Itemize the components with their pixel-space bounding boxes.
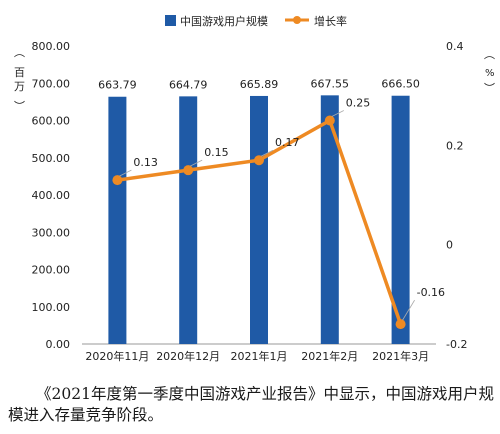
line-label-leader [119,169,132,177]
left-tick-label: 500.00 [32,152,71,165]
bar-value-label: 666.50 [381,78,420,91]
left-tick-label: 100.00 [32,301,71,314]
line-point [254,155,264,166]
line-value-label: 0.25 [346,97,371,110]
line-point [183,165,194,176]
left-axis: 0.00 100.00 200.00 300.00 400.00 500.00 600.00… [14,40,70,351]
caption: 《2021年度第一季度中国游戏产业报告》中显示，中国游戏用户规模进入存量竞争阶段… [8,384,494,426]
chart: 中国游戏用户规模 增长率 0.00 100.00 200.00 300.00 400.00… [14,14,495,363]
left-tick-label: 400.00 [32,189,71,202]
left-tick-label: 800.00 [32,40,71,53]
bar-value-label: 664.79 [169,78,208,91]
x-tick-label: 2021年1月 [231,349,288,363]
line-value-label: -0.16 [417,286,445,299]
line-value-label: 0.15 [204,146,229,159]
x-axis: 2020年11月 2020年12月 2021年1月 2021年2月 2021年3月 [82,343,436,363]
bar-value-label: 665.89 [240,78,279,91]
right-tick-label: -0.2 [446,338,467,351]
caption-text: 《2021年度第一季度中国游戏产业报告》中显示，中国游戏用户规模进入存量竞争阶段… [8,385,494,424]
legend-bar-swatch [165,15,176,26]
legend-bar-label: 中国游戏用户规模 [180,14,268,28]
bar [320,95,339,345]
x-tick-label: 2021年3月 [372,349,429,363]
x-tick-label: 2020年12月 [156,349,220,363]
left-axis-bracket-bottom: ︶ [14,100,25,113]
right-axis: 0.4 0.2 0 -0.2 ︵% ︶ [446,40,495,351]
right-tick-label: 0 [446,239,453,252]
bar-value-label: 667.55 [311,77,350,90]
left-axis-label-char: 百 [14,66,25,79]
left-tick-label: 200.00 [32,264,71,277]
x-tick-label: 2021年2月 [301,349,358,363]
bar-value-labels: 663.79 664.79 665.89 667.55 666.50 [98,77,420,91]
left-tick-label: 700.00 [32,77,71,90]
legend-line-marker [293,16,301,24]
line-label-leader [190,159,203,167]
right-axis-label: % [485,68,495,79]
bar [108,96,127,345]
line-point [395,319,406,330]
left-axis-bracket-top: ︵ [14,46,25,59]
line-label-leader [331,110,344,117]
line-label-leader [402,299,415,321]
line-series [112,115,406,330]
x-tick-label: 2020年11月 [85,349,149,363]
line-value-label: 0.13 [133,156,158,169]
legend: 中国游戏用户规模 增长率 [165,14,347,28]
left-axis-label-char: 万 [14,80,25,93]
left-tick-label: 300.00 [32,226,71,239]
bar-value-label: 663.79 [98,79,137,92]
right-axis-bracket-top: ︵ [484,48,495,61]
legend-line-label: 增长率 [314,14,347,28]
right-tick-label: 0.4 [446,40,464,53]
line-point [324,115,335,126]
bar [391,95,410,344]
left-tick-label: 600.00 [32,115,71,128]
line-value-labels: 0.13 0.15 0.17 0.25 -0.16 [119,97,445,321]
bar [250,95,268,344]
right-axis-bracket-bottom: ︶ [484,82,495,95]
left-tick-label: 0.00 [46,338,71,351]
bar [179,96,198,344]
line-value-label: 0.17 [275,136,300,149]
line-point [112,175,123,186]
right-tick-label: 0.2 [446,139,464,152]
line-label-leader [260,149,274,157]
